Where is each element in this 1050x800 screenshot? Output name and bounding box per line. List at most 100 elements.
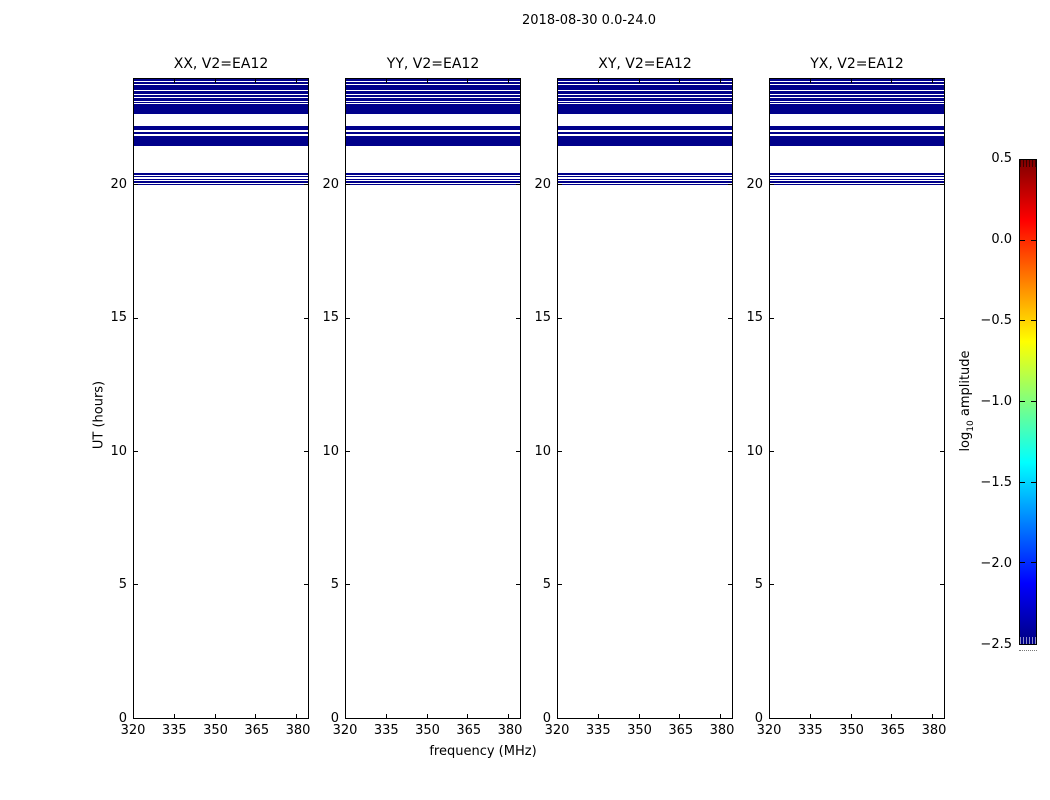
x-tick-mark xyxy=(508,79,510,83)
x-tick-label: 350 xyxy=(839,723,864,738)
x-tick-label: 335 xyxy=(797,723,823,738)
figure-title: 2018-08-30 0.0-24.0 xyxy=(522,13,656,28)
x-tick-label: 335 xyxy=(373,723,399,738)
colorbar-label-prefix: log xyxy=(958,431,974,452)
emission-band xyxy=(346,131,520,135)
colorbar-tick-mark xyxy=(1020,320,1025,322)
emission-band xyxy=(558,81,732,85)
colorbar-axis-label: log10 amplitude xyxy=(958,350,976,451)
emission-band xyxy=(558,178,732,180)
y-tick-label: 5 xyxy=(542,577,551,593)
x-tick-label: 335 xyxy=(585,723,611,738)
y-tick-mark xyxy=(304,317,308,319)
colorbar-label-subscript: 10 xyxy=(965,420,976,432)
y-tick-mark xyxy=(134,317,138,319)
emission-band xyxy=(134,183,308,186)
emission-band xyxy=(346,91,520,94)
x-tick-label: 320 xyxy=(332,723,358,738)
x-tick-mark xyxy=(214,714,216,718)
y-tick-label: 15 xyxy=(110,310,127,326)
emission-band xyxy=(770,183,944,186)
y-tick-mark xyxy=(346,450,350,452)
y-tick-mark xyxy=(558,450,562,452)
x-tick-label: 365 xyxy=(880,723,906,738)
emission-band xyxy=(134,91,308,94)
panel-title: YY, V2=EA12 xyxy=(386,56,480,72)
x-tick-mark xyxy=(638,714,640,718)
x-tick-mark xyxy=(597,714,599,718)
y-tick-label: 10 xyxy=(322,443,339,459)
colorbar-tick-label: −0.5 xyxy=(980,313,1012,328)
y-tick-mark xyxy=(770,317,774,319)
y-tick-mark xyxy=(346,583,350,585)
emission-band xyxy=(770,85,944,90)
emission-band xyxy=(558,181,732,183)
x-tick-label: 365 xyxy=(668,723,694,738)
emission-band xyxy=(134,104,308,115)
heatmap-panel-2: YY, V2=EA12 xyxy=(345,56,521,719)
emission-band xyxy=(770,178,944,180)
colorbar-tick-label: −1.5 xyxy=(980,475,1012,490)
emission-band xyxy=(558,98,732,101)
emission-band xyxy=(346,181,520,183)
x-tick-label: 320 xyxy=(120,723,146,738)
colorbar-tick-label: −2.5 xyxy=(980,637,1012,652)
emission-band xyxy=(134,131,308,135)
y-tick-mark xyxy=(304,450,308,452)
y-tick-label: 0 xyxy=(754,711,763,726)
emission-band xyxy=(134,101,308,104)
emission-band xyxy=(134,173,308,175)
x-tick-mark xyxy=(638,79,640,83)
y-tick-mark xyxy=(558,317,562,319)
colorbar-bottom-hatch xyxy=(1020,637,1036,644)
colorbar-top-hatch xyxy=(1020,160,1036,167)
colorbar-tick-label: 0.5 xyxy=(991,151,1012,166)
colorbar-label-suffix: amplitude xyxy=(958,350,974,421)
x-axis-label: frequency (MHz) xyxy=(429,744,537,759)
x-tick-mark xyxy=(173,714,175,718)
y-tick-label: 10 xyxy=(110,443,127,459)
y-tick-label: 15 xyxy=(746,310,763,326)
emission-band xyxy=(346,81,520,85)
x-tick-label: 365 xyxy=(456,723,482,738)
emission-band xyxy=(134,175,308,178)
emission-band xyxy=(770,81,944,85)
x-tick-mark xyxy=(385,79,387,83)
panel-title: XY, V2=EA12 xyxy=(598,56,692,72)
emission-band xyxy=(770,79,944,81)
colorbar xyxy=(1019,159,1037,645)
x-tick-mark xyxy=(850,714,852,718)
emission-band xyxy=(134,181,308,183)
heatmap-panel-1: XX, V2=EA12 xyxy=(133,56,309,719)
x-tick-label: 350 xyxy=(627,723,652,738)
x-tick-mark xyxy=(214,79,216,83)
y-tick-mark xyxy=(728,450,732,452)
y-axis-label: UT (hours) xyxy=(91,380,107,450)
x-tick-label: 380 xyxy=(921,723,947,738)
x-tick-label: 350 xyxy=(415,723,440,738)
emission-band xyxy=(134,98,308,101)
x-tick-label: 380 xyxy=(497,723,523,738)
x-tick-mark xyxy=(932,79,934,83)
x-tick-mark xyxy=(296,714,298,718)
heatmap-panel-3: XY, V2=EA12 xyxy=(557,56,733,719)
y-tick-label: 5 xyxy=(330,577,339,593)
y-tick-mark xyxy=(940,317,944,319)
emission-band xyxy=(134,94,308,98)
y-tick-label: 5 xyxy=(118,577,127,593)
y-tick-mark xyxy=(346,184,350,186)
colorbar-tick-mark xyxy=(1020,481,1025,483)
y-tick-mark xyxy=(516,317,520,319)
emission-band xyxy=(558,183,732,186)
emission-band xyxy=(770,125,944,131)
x-tick-mark xyxy=(720,714,722,718)
y-tick-mark xyxy=(728,184,732,186)
x-tick-label: 320 xyxy=(544,723,570,738)
y-tick-label: 0 xyxy=(330,711,339,726)
colorbar-underflow-dotted-line xyxy=(1019,650,1037,651)
colorbar-tick-mark xyxy=(1031,481,1036,483)
x-tick-mark xyxy=(255,714,257,718)
y-tick-label: 10 xyxy=(534,443,551,459)
emission-band xyxy=(558,101,732,104)
panel-title: XX, V2=EA12 xyxy=(173,56,269,72)
